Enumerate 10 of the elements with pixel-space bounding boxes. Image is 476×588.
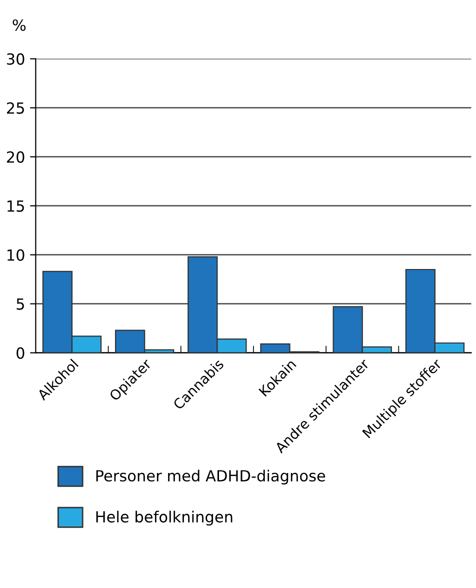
y-tick-label: 25: [6, 102, 24, 114]
legend-label: Personer med ADHD-diagnose: [96, 470, 326, 485]
y-axis-title: %: [12, 19, 26, 31]
legend-label: Hele befolkningen: [96, 510, 232, 526]
y-tick-label: 0: [16, 347, 24, 359]
y-tick-label: 5: [16, 298, 24, 310]
y-tick-label: 30: [7, 53, 24, 65]
y-tick-label: 10: [8, 249, 24, 261]
y-tick-label: 20: [6, 151, 24, 163]
y-tick-label: 15: [8, 200, 24, 212]
